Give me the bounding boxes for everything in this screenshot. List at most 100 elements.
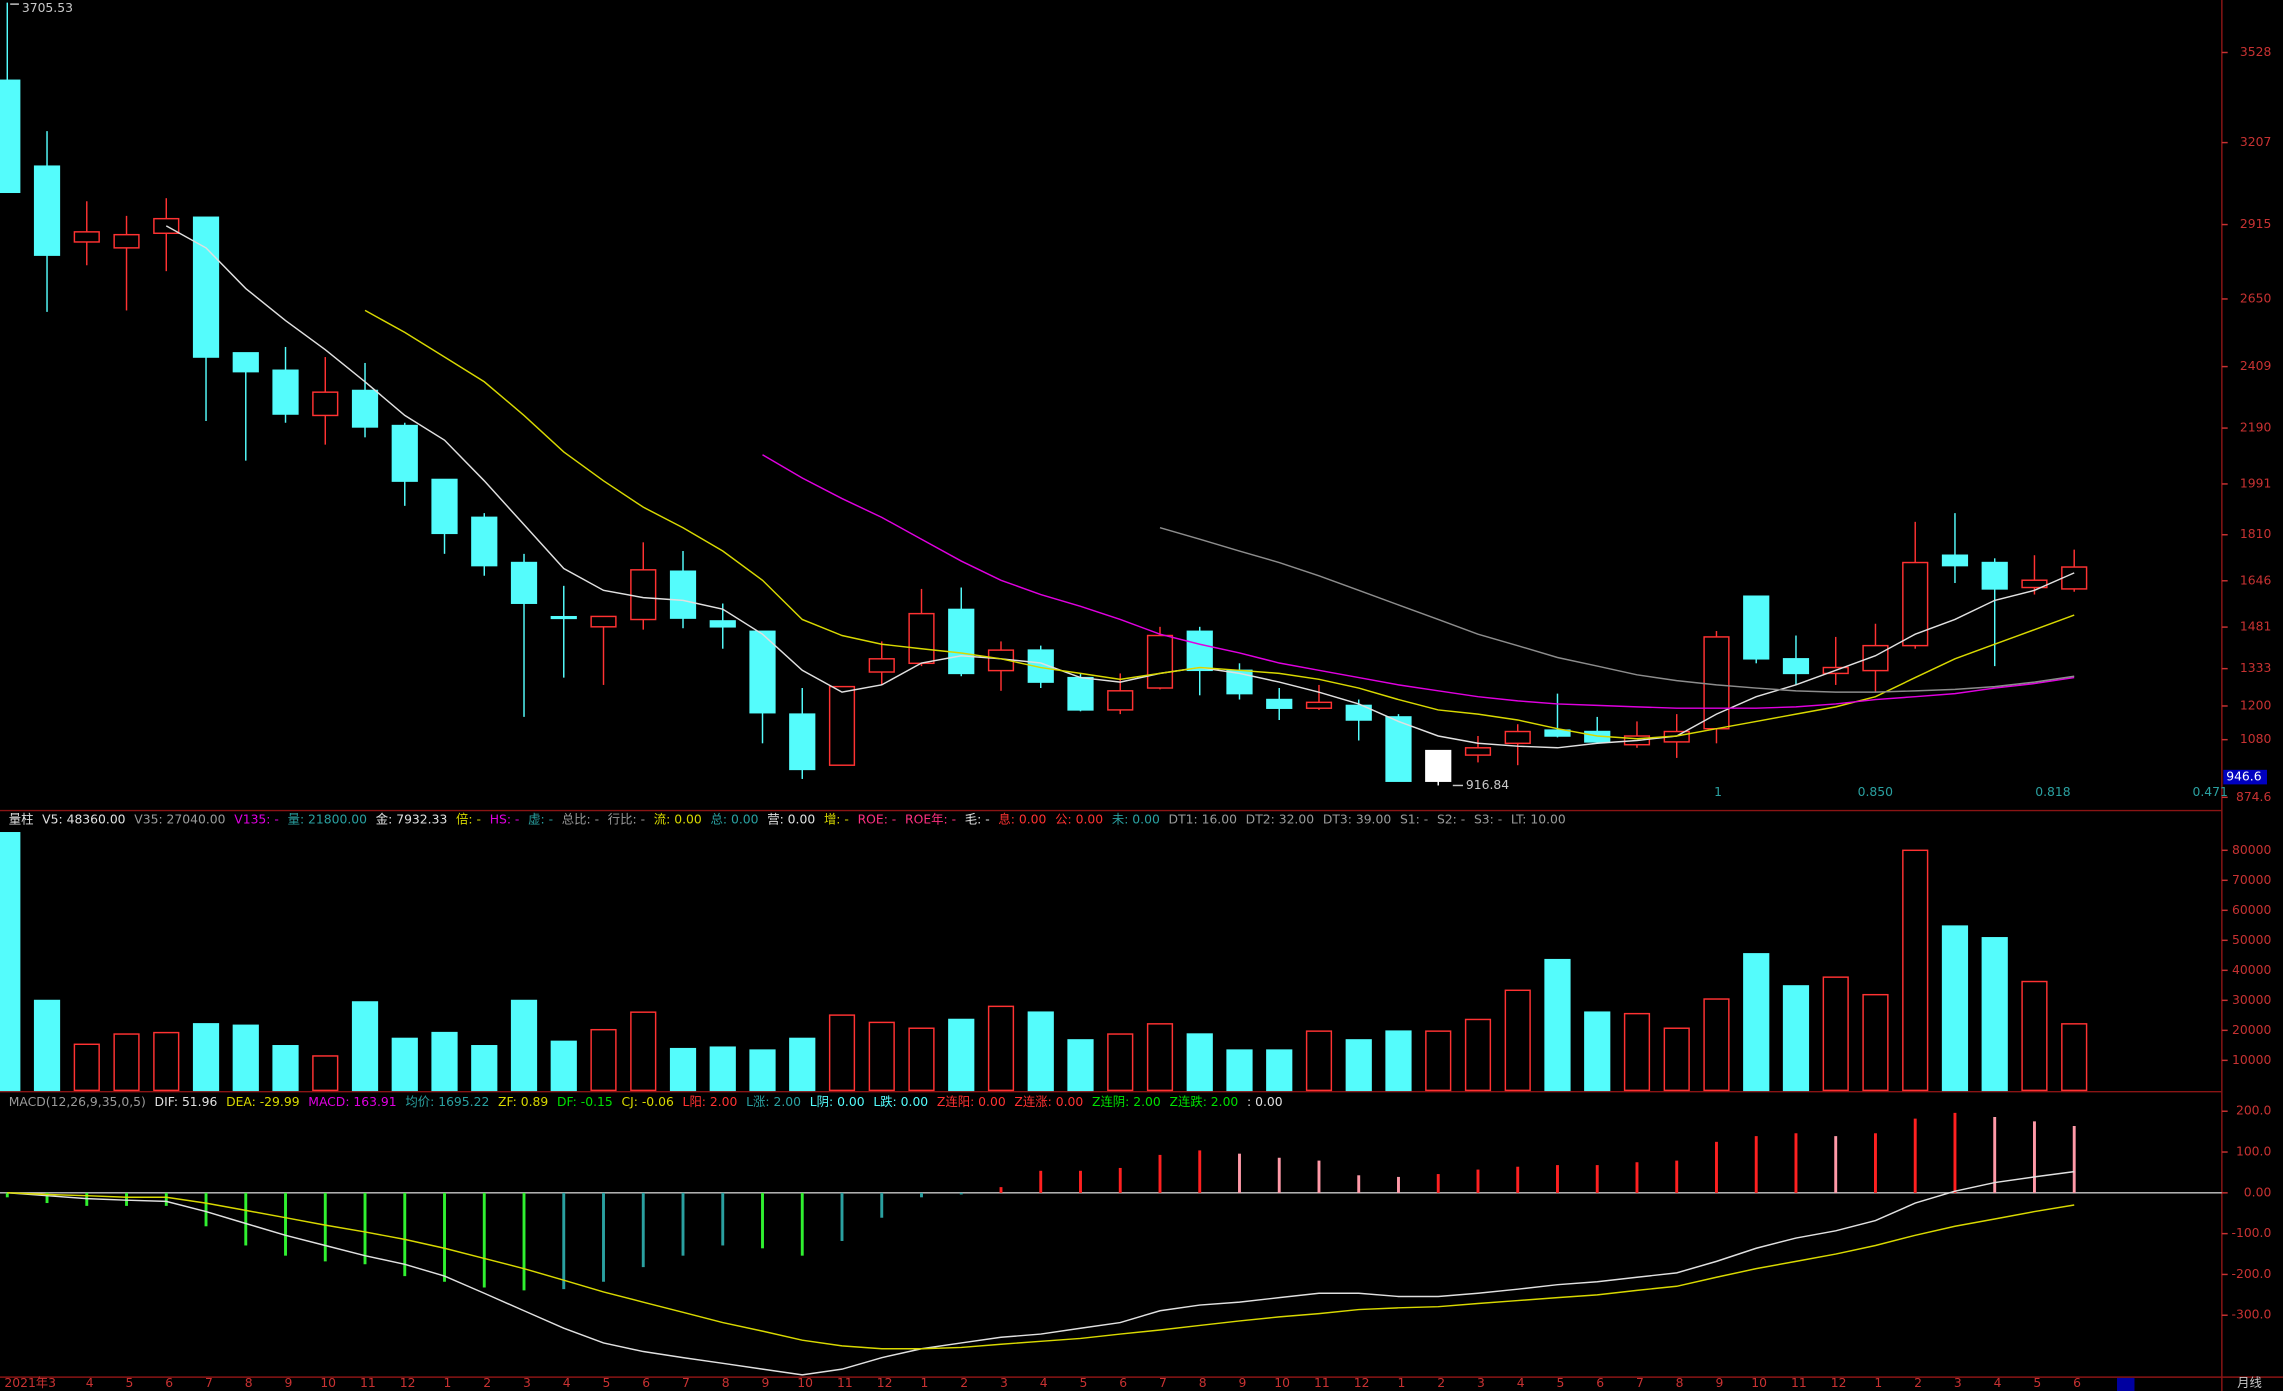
indicator-label: HS: - [490, 813, 520, 827]
scroll-button[interactable] [2117, 1377, 2135, 1391]
x-tick-label: 8 [722, 1376, 730, 1390]
bottom-marker: 1 [1714, 785, 1722, 799]
indicator-label: : 0.00 [1247, 1095, 1283, 1109]
y-tick-label: 10000 [2232, 1053, 2271, 1067]
x-tick-label: 6 [1119, 1376, 1127, 1390]
candle-body [1067, 676, 1094, 711]
x-tick-label: 7 [205, 1376, 213, 1390]
x-tick-label: 7 [1636, 1376, 1644, 1390]
price-tag-box [2223, 769, 2267, 785]
x-tick-label: 3 [1954, 1376, 1962, 1390]
volume-bar [590, 1028, 617, 1092]
y-tick-label: 40000 [2232, 963, 2271, 977]
candle-body [1305, 701, 1333, 709]
candle-body [1782, 658, 1810, 675]
indicator-label: 虚: - [528, 813, 553, 827]
candle-body [908, 612, 935, 665]
y-tick-label: 70000 [2232, 873, 2271, 887]
candle-body [709, 620, 736, 628]
candle-body [1544, 729, 1571, 737]
indicator-label: DEA: -29.99 [226, 1095, 299, 1109]
x-tick-label: 2021年3 [4, 1376, 56, 1390]
indicator-label: S2: - [1437, 813, 1465, 827]
y-tick-label: 1481 [2240, 620, 2271, 634]
indicator-label: L跌: 0.00 [873, 1094, 928, 1109]
x-tick-label: 9 [761, 1376, 769, 1390]
x-tick-label: 11 [360, 1376, 376, 1390]
x-tick-label: 11 [837, 1376, 853, 1390]
volume-bar [2021, 980, 2048, 1092]
indicator-label: 总比: - [562, 813, 599, 827]
indicator-label: V5: 48360.00 [42, 813, 126, 827]
volume-bar [1822, 976, 1849, 1092]
period-label[interactable]: 月线 [2237, 1376, 2262, 1390]
candle-body [1743, 595, 1770, 660]
indicator-label: DIF: 51.96 [155, 1095, 218, 1109]
volume-bar [669, 1047, 697, 1092]
volume-bar [1663, 1027, 1690, 1092]
volume-bar [1941, 925, 1969, 1092]
min-label: 916.84 [1466, 778, 1509, 792]
x-tick-label: 2 [1914, 1376, 1922, 1390]
candle-body [1146, 634, 1174, 689]
y-tick-label: 1991 [2240, 476, 2271, 490]
indicator-label: DT2: 32.00 [1246, 813, 1315, 827]
x-tick-label: 9 [1715, 1376, 1723, 1390]
max-label: 3705.53 [22, 1, 73, 15]
candle-body [431, 478, 458, 535]
x-tick-label: 2 [960, 1376, 968, 1390]
x-tick-label: 11 [1314, 1376, 1330, 1390]
candle-body [0, 79, 21, 194]
volume-bar [550, 1040, 577, 1092]
candle-body [312, 391, 339, 417]
y-tick-label: 20000 [2232, 1023, 2271, 1037]
indicator-label: 流: 0.00 [654, 813, 702, 827]
indicator-label: 息: 0.00 [998, 812, 1046, 827]
candle-body [1186, 630, 1213, 672]
indicator-label: 行比: - [608, 813, 645, 827]
candle-body [2061, 566, 2088, 590]
candle-body [1862, 644, 1889, 672]
indicator-label: 增: - [824, 812, 849, 827]
y-tick-label: 874.6 [2236, 790, 2272, 804]
x-tick-label: 4 [1040, 1376, 1048, 1390]
volume-bar [1981, 937, 2008, 1092]
volume-bar [73, 1043, 100, 1092]
volume-bar [431, 1031, 458, 1092]
indicator-label: Z连涨: 0.00 [1014, 1094, 1083, 1109]
candle-body [749, 630, 776, 714]
y-tick-label: 3207 [2240, 135, 2271, 149]
y-tick-label: 2915 [2240, 217, 2271, 231]
candle-body [113, 233, 140, 249]
x-tick-label: 11 [1791, 1376, 1807, 1390]
x-tick-label: 10 [1751, 1376, 1767, 1390]
x-tick-label: 1 [1874, 1376, 1882, 1390]
y-tick-label: 1646 [2240, 573, 2272, 587]
y-tick-label: 50000 [2232, 933, 2271, 947]
volume-bar [1027, 1011, 1054, 1092]
indicator-label: V35: 27040.00 [134, 813, 225, 827]
indicator-label: DF: -0.15 [557, 1095, 613, 1109]
indicator-label: 量柱 [9, 812, 34, 827]
indicator-label: CJ: -0.06 [621, 1095, 673, 1109]
x-tick-label: 12 [1831, 1376, 1847, 1390]
x-tick-label: 10 [320, 1376, 336, 1390]
volume-bar [0, 832, 21, 1092]
volume-bar [471, 1045, 498, 1092]
y-tick-label: 60000 [2232, 903, 2271, 917]
indicator-label: S3: - [1474, 813, 1502, 827]
indicator-label: 总: 0.00 [711, 813, 759, 827]
candle-body [73, 231, 100, 243]
candle-body [789, 713, 816, 771]
volume-bar [272, 1045, 299, 1092]
x-tick-label: 7 [1159, 1376, 1167, 1390]
dea-line [7, 1192, 2075, 1350]
moving-average [165, 225, 2075, 749]
y-tick-label: 30000 [2232, 993, 2271, 1007]
candle-body [550, 615, 577, 620]
bottom-marker: 0.471 [2193, 785, 2228, 799]
volume-bar [1186, 1033, 1213, 1092]
bottom-marker: 0.818 [2035, 785, 2071, 799]
volume-bar [351, 1001, 379, 1092]
